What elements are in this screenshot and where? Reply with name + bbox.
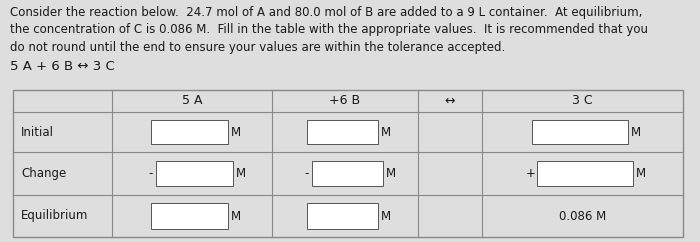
Text: +: + xyxy=(526,167,536,180)
Text: M: M xyxy=(381,210,391,222)
Text: M: M xyxy=(631,126,641,138)
Text: M: M xyxy=(636,167,646,180)
Bar xyxy=(151,203,228,229)
Text: 3 C: 3 C xyxy=(572,94,593,107)
Text: Initial: Initial xyxy=(21,126,54,138)
Text: 0.086 M: 0.086 M xyxy=(559,210,606,222)
Bar xyxy=(151,120,228,144)
Text: M: M xyxy=(236,167,246,180)
Bar xyxy=(307,203,377,229)
Text: Consider the reaction below.  24.7 mol of A and 80.0 mol of B are added to a 9 L: Consider the reaction below. 24.7 mol of… xyxy=(10,6,648,54)
Bar xyxy=(312,161,382,186)
Bar xyxy=(156,161,233,186)
Text: -: - xyxy=(304,167,309,180)
Text: M: M xyxy=(231,126,241,138)
Text: M: M xyxy=(381,126,391,138)
Bar xyxy=(307,120,377,144)
Text: Equilibrium: Equilibrium xyxy=(21,210,88,222)
Text: 5 A + 6 B ↔ 3 C: 5 A + 6 B ↔ 3 C xyxy=(10,60,115,73)
Text: M: M xyxy=(231,210,241,222)
Text: 5 A: 5 A xyxy=(182,94,202,107)
Text: Change: Change xyxy=(21,167,66,180)
Bar xyxy=(13,90,683,237)
Text: M: M xyxy=(386,167,396,180)
Text: +6 B: +6 B xyxy=(330,94,360,107)
Bar xyxy=(532,120,628,144)
Text: ↔: ↔ xyxy=(444,94,455,107)
Text: -: - xyxy=(148,167,153,180)
Bar xyxy=(537,161,634,186)
